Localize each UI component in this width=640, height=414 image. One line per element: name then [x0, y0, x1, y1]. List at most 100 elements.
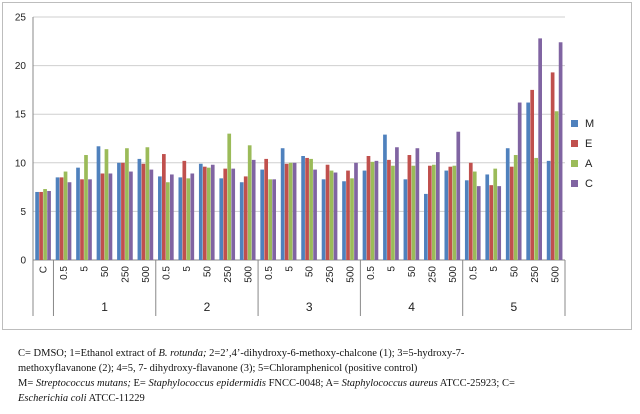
bar-e [509, 166, 514, 260]
bar-c [333, 172, 338, 260]
bar-c [558, 42, 563, 260]
bar-a [452, 165, 457, 260]
bar-e [39, 191, 43, 260]
legend-label: A [585, 158, 593, 170]
caption-text: E= [130, 378, 149, 389]
x-category-label: 5 [80, 266, 91, 272]
caption-italic-text: Escherichia coli [18, 393, 87, 404]
bar-e [100, 173, 105, 260]
bar-c [149, 169, 154, 260]
bar-e [366, 156, 371, 260]
bar-e [550, 72, 555, 261]
bar-e [80, 179, 84, 260]
x-category-label: 0.5 [162, 266, 173, 280]
bar-a [513, 155, 518, 260]
bar-m [96, 146, 101, 260]
bar-c [435, 152, 440, 260]
bar-e [223, 168, 228, 260]
caption-text: FNCC-0048; A= [265, 378, 342, 389]
bar-e [202, 166, 207, 260]
x-category-label: 250 [428, 266, 439, 283]
bar-a [370, 161, 375, 260]
bar-c [251, 159, 256, 260]
x-category-label: 250 [223, 266, 234, 283]
legend-swatch-m [571, 120, 578, 127]
figure-caption: C= DMSO; 1=Ethanol extract of B. rotunda… [18, 346, 628, 406]
bar-e [121, 162, 125, 260]
bar-c [415, 148, 420, 260]
legend-swatch-e [571, 140, 578, 147]
bar-e [387, 159, 391, 260]
bar-c [476, 186, 481, 260]
caption-text: ATCC-25923; C= [437, 378, 515, 389]
bar-c [108, 173, 113, 260]
bar-a [309, 158, 313, 260]
bar-m [219, 178, 224, 260]
x-category-label: 5 [489, 266, 500, 272]
caption-text: C= DMSO; 1=Ethanol extract of [18, 348, 159, 359]
bar-m [117, 162, 121, 260]
caption-italic-text: Staphylococcus epidermidis [148, 378, 266, 389]
bar-e [346, 170, 350, 260]
chart-frame: 0 5 10 15 20 25 C 0.5 5 50 250 500 0.5 5 50 250 500 0.5 5 5… [2, 2, 632, 330]
caption-line-1: C= DMSO; 1=Ethanol extract of B. rotunda… [18, 346, 628, 361]
x-category-label: 50 [407, 266, 418, 278]
bar-c [395, 147, 399, 260]
bar-a [227, 133, 232, 260]
bar-a [186, 178, 191, 260]
bar-c [129, 171, 133, 260]
x-category-label: 250 [325, 266, 336, 283]
bar-m [321, 179, 326, 260]
bar-e [489, 185, 494, 260]
caption-text: 2=2’,4’-dihydroxy-6-methoxy-chalcone (1)… [206, 348, 465, 359]
bar-e [59, 177, 64, 260]
y-tick-label: 20 [15, 61, 27, 72]
bar-m [464, 180, 469, 260]
bar-m [178, 177, 183, 260]
caption-text: methoxyflavanone (2); 4=5, 7- dihydroxy-… [18, 363, 418, 374]
x-group-label: 2 [204, 300, 211, 314]
bar-a [554, 111, 559, 260]
caption-italic-text: B. rotunda; [158, 348, 207, 359]
bar-c [374, 160, 379, 260]
bar-e [264, 158, 269, 260]
bar-c [456, 131, 461, 260]
x-group-label: 4 [408, 300, 415, 314]
bar-c [88, 179, 92, 260]
caption-italic-text: Streptococcus mutans; [35, 378, 131, 389]
x-category-label: 250 [121, 266, 132, 283]
bar-m [526, 102, 531, 260]
bar-m [362, 170, 367, 260]
bar-c [517, 102, 522, 260]
caption-text: M= [18, 378, 36, 389]
bar-e [305, 157, 309, 260]
bar-c [538, 38, 542, 260]
bar-m [383, 134, 387, 260]
bar-a [166, 182, 170, 260]
legend-label: M [585, 118, 594, 130]
bar-m [260, 169, 265, 260]
caption-text: ATCC-11229 [86, 393, 145, 404]
y-tick-label: 5 [20, 207, 26, 218]
bar-a [63, 171, 68, 260]
bar-a [145, 147, 150, 260]
bar-e [530, 89, 535, 261]
x-category-label: 0.5 [264, 266, 275, 280]
x-group-label: 1 [101, 300, 108, 314]
bar-m [76, 167, 80, 260]
x-category-label: 5 [387, 266, 398, 272]
y-tick-label: 25 [15, 13, 27, 24]
bar-m [301, 156, 305, 260]
bar-e [325, 164, 330, 260]
y-tick-label: 10 [15, 158, 27, 169]
bar-m [485, 174, 490, 260]
bar-m [505, 148, 510, 260]
bar-m [403, 179, 408, 260]
caption-italic-text: Staphylococcus aureus [341, 378, 438, 389]
bar-e [162, 154, 166, 260]
bar-a [125, 148, 129, 260]
bar-m [35, 191, 39, 260]
bar-c [169, 174, 174, 260]
bar-a [329, 170, 334, 260]
